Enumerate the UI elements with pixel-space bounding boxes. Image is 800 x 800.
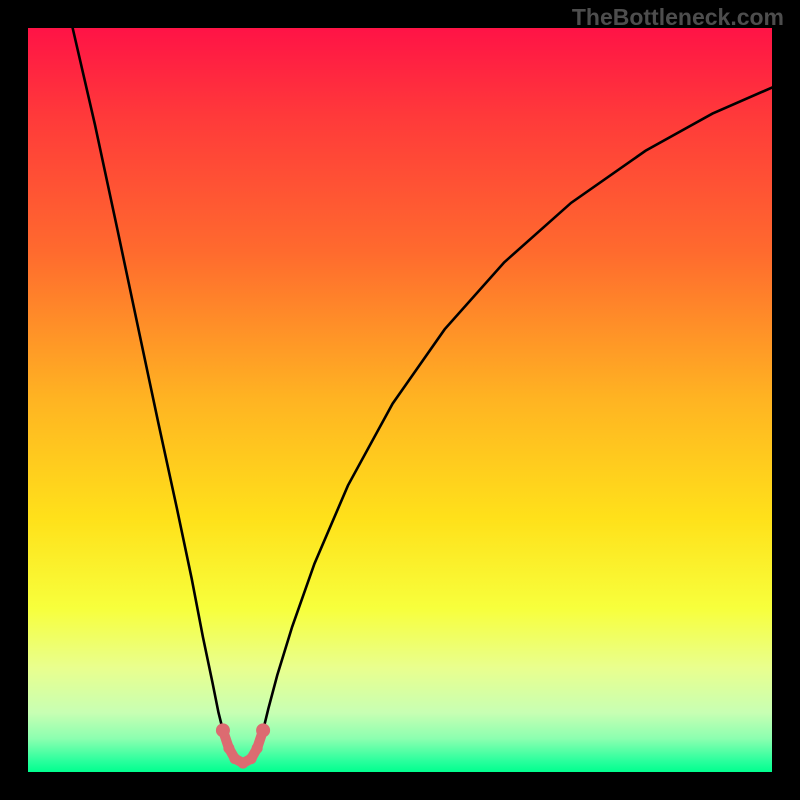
plot-area: [28, 28, 772, 772]
bottom-marker: [252, 743, 263, 754]
chart-svg: [28, 28, 772, 772]
watermark-text: TheBottleneck.com: [572, 4, 784, 31]
bottom-marker: [246, 753, 257, 764]
curve-right: [263, 88, 772, 731]
chart-frame: [0, 0, 800, 800]
marker-group: [216, 723, 270, 768]
bottom-marker: [256, 723, 270, 737]
bottom-marker: [216, 723, 230, 737]
bottom-marker: [223, 743, 234, 754]
curve-left: [73, 28, 223, 730]
